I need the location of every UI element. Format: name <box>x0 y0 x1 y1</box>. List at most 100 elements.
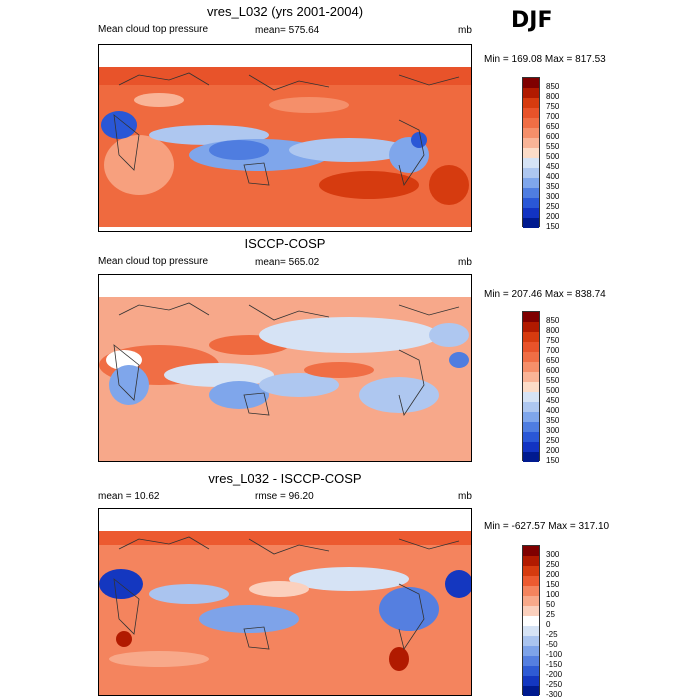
colorbar-tick-label: -50 <box>546 640 558 649</box>
colorbar-segment <box>523 656 539 666</box>
panel1-minmax: Min = 169.08 Max = 817.53 <box>484 54 606 65</box>
colorbar-tick-label: 350 <box>546 182 560 191</box>
colorbar-tick-label: 600 <box>546 132 560 141</box>
colorbar-tick-label: 800 <box>546 326 560 335</box>
colorbar-segment <box>523 626 539 636</box>
colorbar-segment <box>523 382 539 392</box>
panel3-map <box>98 508 472 696</box>
colorbar-segment <box>523 392 539 402</box>
panel2-units: mb <box>458 257 472 268</box>
panel3-map-field <box>99 509 471 695</box>
colorbar-segment <box>523 78 539 88</box>
colorbar-tick-label: 500 <box>546 152 560 161</box>
panel1-colorbar-strip <box>522 77 540 228</box>
colorbar-segment <box>523 546 539 556</box>
colorbar-segment <box>523 412 539 422</box>
panel3-units: mb <box>458 491 472 502</box>
season-label: DJF <box>511 8 553 33</box>
colorbar-tick-label: 450 <box>546 162 560 171</box>
colorbar-tick-label: 200 <box>546 570 560 579</box>
colorbar-segment <box>523 566 539 576</box>
colorbar-segment <box>523 596 539 606</box>
colorbar-segment <box>523 138 539 148</box>
colorbar-tick-label: 450 <box>546 396 560 405</box>
colorbar-tick-label: 300 <box>546 550 560 559</box>
colorbar-tick-label: 150 <box>546 580 560 589</box>
colorbar-segment <box>523 432 539 442</box>
colorbar-tick-label: 750 <box>546 102 560 111</box>
colorbar-segment <box>523 312 539 322</box>
panel3-minmax: Min = -627.57 Max = 317.10 <box>484 521 610 532</box>
colorbar-segment <box>523 98 539 108</box>
panel2-left-label: Mean cloud top pressure <box>98 256 209 267</box>
colorbar-segment <box>523 198 539 208</box>
panel1-left-label: Mean cloud top pressure <box>98 24 209 35</box>
panel3-colorbar-strip <box>522 545 540 696</box>
panel2-title: ISCCP-COSP <box>244 236 326 251</box>
colorbar-segment <box>523 676 539 686</box>
colorbar-tick-label: -250 <box>546 680 563 689</box>
colorbar-tick-label: 700 <box>546 112 560 121</box>
colorbar-segment <box>523 616 539 626</box>
panel1-map-field <box>99 45 471 227</box>
colorbar-segment <box>523 352 539 362</box>
colorbar-tick-label: 50 <box>546 600 555 609</box>
colorbar-segment <box>523 452 539 462</box>
colorbar-segment <box>523 108 539 118</box>
colorbar-segment <box>523 442 539 452</box>
colorbar-segment <box>523 148 539 158</box>
panel1-title: vres_L032 (yrs 2001-2004) <box>206 4 364 19</box>
colorbar-tick-label: 850 <box>546 82 560 91</box>
colorbar-segment <box>523 372 539 382</box>
colorbar-tick-label: 700 <box>546 346 560 355</box>
panel2-minmax: Min = 207.46 Max = 838.74 <box>484 289 606 300</box>
colorbar-tick-label: 300 <box>546 192 560 201</box>
panel2-colorbar-strip <box>522 311 540 462</box>
colorbar-tick-label: -100 <box>546 650 563 659</box>
colorbar-segment <box>523 666 539 676</box>
colorbar-tick-label: 0 <box>546 620 551 629</box>
colorbar-tick-label: -200 <box>546 670 563 679</box>
colorbar-tick-label: 350 <box>546 416 560 425</box>
colorbar-tick-label: 850 <box>546 316 560 325</box>
colorbar-tick-label: 400 <box>546 172 560 181</box>
colorbar-tick-label: -25 <box>546 630 558 639</box>
colorbar-tick-label: 750 <box>546 336 560 345</box>
colorbar-tick-label: -300 <box>546 690 563 699</box>
panel3-rmse-label: rmse = 96.20 <box>255 491 314 502</box>
colorbar-segment <box>523 168 539 178</box>
panel3-title: vres_L032 - ISCCP-COSP <box>208 471 362 486</box>
colorbar-tick-label: 800 <box>546 92 560 101</box>
colorbar-segment <box>523 646 539 656</box>
colorbar-tick-label: 25 <box>546 610 555 619</box>
panel1-units: mb <box>458 25 472 36</box>
panel2-colorbar <box>522 311 540 462</box>
colorbar-tick-label: 150 <box>546 456 560 465</box>
colorbar-segment <box>523 636 539 646</box>
panel1-colorbar <box>522 77 540 228</box>
colorbar-tick-label: 250 <box>546 202 560 211</box>
colorbar-tick-label: 300 <box>546 426 560 435</box>
panel3-left-label: mean = 10.62 <box>98 491 160 502</box>
colorbar-tick-label: 600 <box>546 366 560 375</box>
colorbar-segment <box>523 342 539 352</box>
colorbar-segment <box>523 606 539 616</box>
colorbar-tick-label: 200 <box>546 212 560 221</box>
colorbar-segment <box>523 576 539 586</box>
panel1-mean-label: mean= 575.64 <box>255 25 320 36</box>
panel3-colorbar-labels: 300 250 200 150 100 50 25 0 -25 -50 -100 -150 -200 -2… <box>546 550 562 700</box>
colorbar-tick-label: -150 <box>546 660 563 669</box>
colorbar-segment <box>523 218 539 228</box>
colorbar-segment <box>523 322 539 332</box>
panel1-map <box>98 44 472 232</box>
colorbar-segment <box>523 118 539 128</box>
colorbar-tick-label: 250 <box>546 436 560 445</box>
colorbar-segment <box>523 178 539 188</box>
colorbar-segment <box>523 362 539 372</box>
colorbar-tick-label: 650 <box>546 356 560 365</box>
colorbar-segment <box>523 686 539 696</box>
panel2-map-field <box>99 275 471 461</box>
colorbar-tick-label: 500 <box>546 386 560 395</box>
colorbar-segment <box>523 128 539 138</box>
colorbar-segment <box>523 208 539 218</box>
